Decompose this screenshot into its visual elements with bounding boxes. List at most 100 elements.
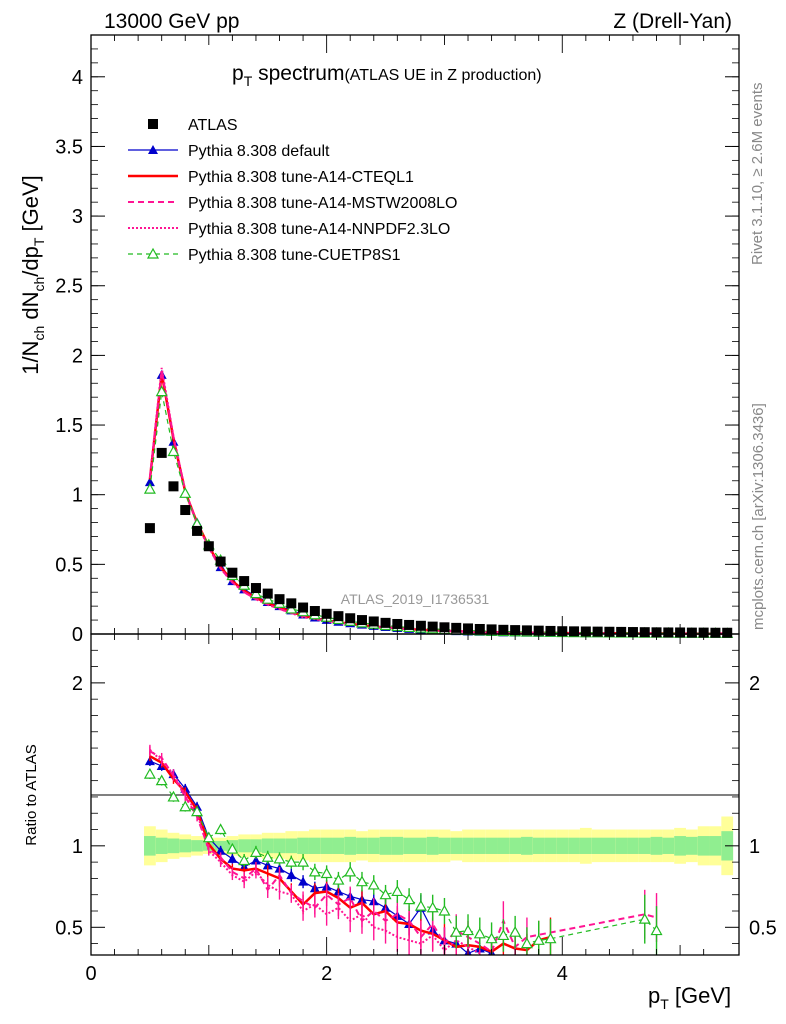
mcplots-label: mcplots.cern.ch [arXiv:1306.3436] xyxy=(750,403,767,630)
ratio-panel: 0.5 0.5 1 1 2 2 0 2 4 Ratio to ATLAS pT [GeV] xyxy=(23,633,777,1012)
ratio-series-layer xyxy=(143,744,663,955)
legend-item-mstw2008lo: Pythia 8.308 tune-A14-MSTW2008LO xyxy=(128,195,457,212)
x-tick-label: 4 xyxy=(557,963,568,985)
ratio-point-cuetp8s1 xyxy=(485,932,498,944)
ratio-y-tick-label: 2 xyxy=(72,673,83,695)
ratio-point-cuetp8s1 xyxy=(214,823,227,835)
main-point-cuetp8s1 xyxy=(167,445,180,457)
ratio-band-inner xyxy=(391,836,404,855)
main-point-cuetp8s1 xyxy=(249,587,262,599)
ratio-band-inner xyxy=(379,836,392,855)
main-point-atlas xyxy=(616,626,627,637)
analysis-watermark: ATLAS_2019_I1736531 xyxy=(341,591,490,607)
x-axis-label: pT [GeV] xyxy=(648,983,731,1012)
chart-title: pT spectrum(ATLAS UE in Z production) xyxy=(232,62,542,89)
ratio-point-cuetp8s1 xyxy=(391,885,404,897)
ratio-point-default xyxy=(227,853,238,863)
main-y-tick-label: 4 xyxy=(72,67,83,89)
main-point-atlas xyxy=(368,616,379,627)
ratio-point-cuetp8s1 xyxy=(473,927,486,939)
ratio-line-mstw2008lo xyxy=(149,750,657,954)
ratio-point-default xyxy=(286,870,297,880)
ratio-band-inner xyxy=(462,837,474,854)
ratio-point-cuetp8s1 xyxy=(426,901,439,913)
main-ticks-layer: 0 0.5 1 1.5 2 2.5 3 3.5 4 xyxy=(55,35,739,646)
ratio-ticks-layer: 0.5 0.5 1 1 2 2 0 2 4 xyxy=(55,634,777,985)
ratio-y-tick-label: 0.5 xyxy=(55,917,83,939)
main-y-tick-label: 1.5 xyxy=(55,415,83,437)
ratio-line-nnpdf23lo xyxy=(149,748,481,955)
main-point-cuetp8s1 xyxy=(285,602,298,614)
main-y-axis-label: 1/Nch dNch/dpT [GeV] xyxy=(18,175,47,375)
legend-item-default: Pythia 8.308 default xyxy=(128,143,330,160)
ratio-point-cuetp8s1 xyxy=(179,800,192,812)
ratio-band-inner xyxy=(473,837,486,854)
ratio-point-default xyxy=(298,876,309,886)
main-y-tick-label: 3.5 xyxy=(55,136,83,158)
ratio-y-tick-label-right: 0.5 xyxy=(749,917,777,939)
ratio-band-inner xyxy=(356,837,368,854)
main-point-atlas xyxy=(722,627,733,638)
header-right: Z (Drell-Yan) xyxy=(613,10,732,33)
ratio-point-cuetp8s1 xyxy=(414,899,427,911)
ratio-point-cuetp8s1 xyxy=(355,875,369,887)
main-point-atlas xyxy=(333,611,344,622)
ratio-band-inner xyxy=(320,837,333,854)
ratio-band-inner xyxy=(509,837,522,854)
ratio-point-cuetp8s1 xyxy=(520,937,533,949)
ratio-point-cuetp8s1 xyxy=(450,925,463,937)
ratio-band-inner xyxy=(426,836,439,855)
ratio-band-inner xyxy=(273,838,286,854)
ratio-point-cuetp8s1 xyxy=(155,774,168,786)
main-point-atlas xyxy=(639,627,650,638)
ratio-point-default xyxy=(250,855,261,865)
main-point-cuetp8s1 xyxy=(155,385,168,397)
ratio-point-cuetp8s1 xyxy=(509,925,522,937)
ratio-band-inner xyxy=(685,836,698,855)
ratio-band-inner xyxy=(285,838,298,854)
main-point-default xyxy=(144,477,155,487)
ratio-point-cuetp8s1 xyxy=(261,850,274,862)
legend-swatch-atlas xyxy=(148,119,158,129)
ratio-point-cuetp8s1 xyxy=(650,924,663,936)
ratio-point-cuetp8s1 xyxy=(191,805,204,817)
main-point-atlas xyxy=(203,541,214,552)
main-point-atlas xyxy=(686,627,697,638)
ratio-band-inner xyxy=(450,837,463,854)
main-point-atlas xyxy=(286,598,297,609)
ratio-band-inner xyxy=(674,836,686,856)
ratio-y-axis-label: Ratio to ATLAS xyxy=(23,744,40,845)
ratio-y-tick-label-right: 2 xyxy=(749,673,760,695)
ratio-point-cuetp8s1 xyxy=(403,893,416,905)
main-point-atlas xyxy=(451,622,462,633)
ratio-point-cuetp8s1 xyxy=(167,790,180,802)
ratio-band-inner xyxy=(485,837,498,854)
legend-label-atlas: ATLAS xyxy=(188,117,238,134)
ratio-y-tick-label: 1 xyxy=(72,836,83,858)
main-point-atlas xyxy=(262,588,273,599)
ratio-frame xyxy=(90,633,740,956)
ratio-band-inner xyxy=(544,837,557,854)
legend-item-nnpdf23lo: Pythia 8.308 tune-A14-NNPDF2.3LO xyxy=(128,221,450,238)
ratio-point-cuetp8s1 xyxy=(332,873,345,885)
ratio-band-inner xyxy=(709,836,722,856)
main-y-tick-label: 3 xyxy=(72,206,83,228)
main-point-atlas xyxy=(227,567,238,578)
main-point-atlas xyxy=(180,505,191,516)
ratio-band-inner xyxy=(332,837,345,854)
main-point-cuetp8s1 xyxy=(261,592,274,604)
main-point-atlas xyxy=(569,626,580,637)
legend-label-cteql1: Pythia 8.308 tune-A14-CTEQL1 xyxy=(188,169,414,186)
main-y-tick-label: 1 xyxy=(72,485,83,507)
ratio-band-inner xyxy=(650,836,663,855)
ratio-point-cuetp8s1 xyxy=(297,855,310,867)
main-point-atlas xyxy=(345,613,356,624)
main-point-atlas xyxy=(392,618,403,629)
ratio-band-inner xyxy=(367,837,380,854)
legend-item-cteql1: Pythia 8.308 tune-A14-CTEQL1 xyxy=(128,169,414,186)
ratio-point-cuetp8s1 xyxy=(532,934,545,945)
ratio-point-cuetp8s1 xyxy=(226,842,239,854)
ratio-band-inner xyxy=(497,837,510,854)
ratio-point-cuetp8s1 xyxy=(320,867,333,879)
ratio-point-cuetp8s1 xyxy=(461,924,475,936)
